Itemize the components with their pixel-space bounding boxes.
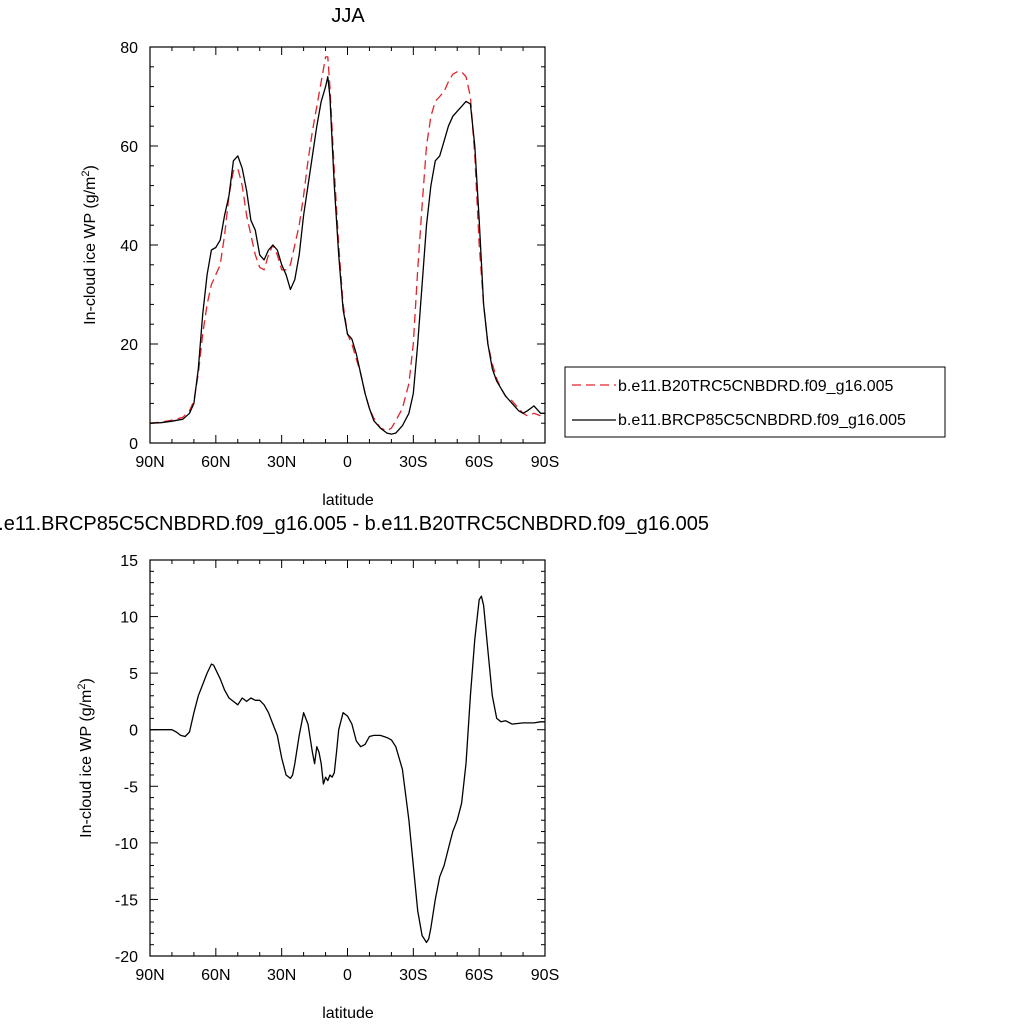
top-ytick-label: 80: [120, 40, 138, 57]
top-series-group: [149, 56, 545, 435]
bottom-ytick-label: 5: [129, 666, 138, 683]
top-y-axis-title-main: In-cloud ice WP (g/m: [82, 177, 99, 325]
bottom-plot-frame: [149, 559, 546, 957]
top-y-axis-title: In-cloud ice WP (g/m2): [80, 165, 99, 325]
top-ytick-label: 20: [120, 337, 138, 354]
bottom-xtick-label: 0: [343, 967, 352, 984]
bottom-ytick-label: 15: [120, 553, 138, 570]
bottom-series-group: [150, 595, 545, 944]
bottom-ytick-label: 0: [129, 723, 138, 740]
bottom-tick-group: 90N 60N 30N 0 30S 60S 90S 15 10 5 0 -5 -10 -15 -20: [115, 553, 559, 984]
bottom-ytick-label: 10: [120, 610, 138, 627]
bottom-series-line-0: [150, 595, 545, 944]
top-ytick-label: 0: [129, 436, 138, 453]
top-xtick-label: 60S: [465, 454, 493, 471]
top-xtick-label: 30S: [399, 454, 427, 471]
top-ytick-label: 40: [120, 238, 138, 255]
bottom-xtick-label: 30N: [267, 967, 296, 984]
bottom-ytick-label: -20: [115, 949, 138, 966]
top-tick-group: 90N 60N 30N 0 30S 60S 90S 0 20 40 60 80: [120, 40, 559, 471]
bottom-y-axis-title-main: In-cloud ice WP (g/m: [78, 690, 95, 838]
bottom-y-axis-title-superscript: 2: [76, 684, 88, 690]
top-xtick-label: 0: [343, 454, 352, 471]
bottom-ytick-label: -10: [115, 836, 138, 853]
bottom-xtick-label: 60N: [201, 967, 230, 984]
top-y-axis-title-superscript: 2: [80, 171, 92, 177]
bottom-ytick-label: -5: [124, 779, 138, 796]
bottom-xtick-label: 90S: [531, 967, 559, 984]
top-xtick-label: 90N: [135, 454, 164, 471]
bottom-xtick-label: 30S: [399, 967, 427, 984]
bottom-chart-title: b.e11.BRCP85C5CNBDRD.f09_g16.005 - b.e11…: [0, 513, 709, 535]
legend-label-rcp85: b.e11.BRCP85C5CNBDRD.f09_g16.005: [618, 412, 906, 429]
legend: b.e11.B20TRC5CNBDRD.f09_g16.005 b.e11.BR…: [564, 366, 946, 438]
top-panel: JJA 90N 60N 30N 0 30S 60S 90S 0 20 40 60 80 latitud…: [80, 5, 559, 509]
bottom-ytick-label: -15: [115, 892, 138, 909]
top-xtick-label: 60N: [201, 454, 230, 471]
top-series-line-1: [149, 76, 545, 435]
bottom-panel: b.e11.BRCP85C5CNBDRD.f09_g16.005 - b.e11…: [0, 513, 709, 1022]
top-xtick-label: 90S: [531, 454, 559, 471]
top-chart-title: JJA: [331, 5, 365, 27]
top-y-axis-title-end: ): [82, 165, 99, 170]
legend-label-historical: b.e11.B20TRC5CNBDRD.f09_g16.005: [618, 378, 894, 395]
top-x-axis-title: latitude: [322, 492, 374, 509]
bottom-x-axis-title: latitude: [322, 1005, 374, 1022]
bottom-xtick-label: 90N: [135, 967, 164, 984]
bottom-y-axis-title-end: ): [78, 678, 95, 683]
bottom-y-axis-title: In-cloud ice WP (g/m2): [76, 678, 95, 838]
top-xtick-label: 30N: [267, 454, 296, 471]
top-plot-frame: [149, 46, 546, 444]
top-ytick-label: 60: [120, 139, 138, 156]
bottom-xtick-label: 60S: [465, 967, 493, 984]
legend-box: [564, 366, 946, 438]
top-series-line-0: [149, 56, 545, 432]
